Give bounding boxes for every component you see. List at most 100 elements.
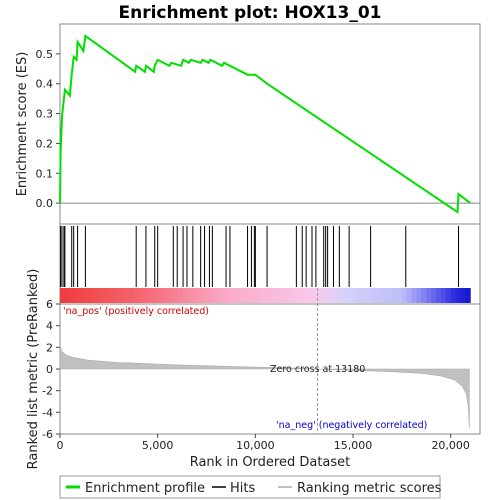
color-bar-segment [329, 288, 334, 303]
zero-cross-label: Zero cross at 13180 [270, 364, 365, 375]
color-bar-segment [353, 288, 358, 303]
color-bar-segment [94, 288, 99, 303]
color-bar-segment [294, 288, 299, 303]
color-bar-segment [421, 288, 426, 303]
color-bar-segment [417, 288, 422, 303]
color-bar-segment [207, 288, 212, 303]
x-axis-label: Rank in Ordered Dataset [190, 455, 351, 470]
x-tick-label: 20,000 [431, 439, 470, 452]
color-bar-segment [465, 288, 470, 303]
color-bar-segment [236, 288, 241, 303]
metric-tick-label: -6 [42, 428, 53, 441]
metric-tick-label: 6 [46, 298, 53, 311]
color-bar-segment [123, 288, 128, 303]
color-bar-segment [309, 288, 314, 303]
color-bar-segment [226, 288, 231, 303]
color-bar-segment [431, 288, 436, 303]
color-bar-segment [192, 288, 197, 303]
color-bar-segment [426, 288, 431, 303]
color-bar-segment [285, 288, 290, 303]
color-bar-segment [319, 288, 324, 303]
metric-tick-label: -2 [42, 385, 53, 398]
color-bar-segment [143, 288, 148, 303]
color-bar-segment [60, 288, 65, 303]
color-bar-segment [275, 288, 280, 303]
color-bar-segment [231, 288, 236, 303]
color-bar-segment [338, 288, 343, 303]
es-tick-label: 0.2 [36, 137, 54, 150]
metric-axis-ticks: 6 4 2 0 -2 -4 -6 [42, 298, 60, 441]
metric-y-axis-label: Ranked list metric (PreRanked) [26, 269, 41, 470]
color-bar-segment [202, 288, 207, 303]
x-tick-label: 0 [57, 439, 64, 452]
color-bar-segment [299, 288, 304, 303]
color-bar-segment [109, 288, 114, 303]
color-bar-segment [216, 288, 221, 303]
color-bar-segment [363, 288, 368, 303]
rank-color-bar [60, 288, 471, 303]
legend-hits-label: Hits [230, 481, 255, 496]
color-bar-segment [382, 288, 387, 303]
color-bar-segment [407, 288, 412, 303]
color-bar-segment [402, 288, 407, 303]
es-panel-frame [60, 24, 480, 224]
color-bar-segment [187, 288, 192, 303]
metric-tick-label: 0 [46, 363, 53, 376]
color-bar-segment [197, 288, 202, 303]
color-bar-segment [456, 288, 461, 303]
pos-label: 'na_pos' (positively correlated) [63, 306, 209, 317]
color-bar-segment [65, 288, 70, 303]
legend: Enrichment profile Hits Ranking metric s… [60, 476, 442, 498]
x-axis-ticks: 0 5,000 10,000 15,000 20,000 [57, 434, 470, 452]
es-tick-label: 0.3 [36, 108, 54, 121]
color-bar-segment [250, 288, 255, 303]
color-bar-segment [70, 288, 75, 303]
color-bar-segment [343, 288, 348, 303]
color-bar-segment [392, 288, 397, 303]
color-bar-segment [75, 288, 80, 303]
color-bar-segment [260, 288, 265, 303]
es-tick-label: 0.1 [36, 167, 54, 180]
color-bar-segment [358, 288, 363, 303]
color-bar-segment [163, 288, 168, 303]
x-tick-label: 5,000 [142, 439, 174, 452]
legend-es-label: Enrichment profile [85, 481, 205, 496]
color-bar-segment [436, 288, 441, 303]
color-bar-segment [128, 288, 133, 303]
color-bar-segment [290, 288, 295, 303]
color-bar-segment [89, 288, 94, 303]
color-bar-segment [241, 288, 246, 303]
color-bar-segment [158, 288, 163, 303]
es-tick-label: 0.5 [36, 48, 54, 61]
color-bar-segment [177, 288, 182, 303]
color-bar-segment [84, 288, 89, 303]
color-bar-segment [451, 288, 456, 303]
color-bar-segment [167, 288, 172, 303]
es-axis-ticks: 0.0 0.1 0.2 0.3 0.4 0.5 [36, 48, 61, 210]
color-bar-segment [446, 288, 451, 303]
neg-label: 'na_neg' (negatively correlated) [276, 420, 427, 431]
x-tick-label: 10,000 [236, 439, 275, 452]
color-bar-segment [133, 288, 138, 303]
color-bar-segment [441, 288, 446, 303]
color-bar-segment [119, 288, 124, 303]
es-y-axis-label: Enrichment score (ES) [15, 52, 30, 197]
color-bar-segment [148, 288, 153, 303]
color-bar-segment [221, 288, 226, 303]
color-bar-segment [368, 288, 373, 303]
color-bar-segment [304, 288, 309, 303]
metric-tick-label: 4 [46, 320, 53, 333]
color-bar-segment [373, 288, 378, 303]
color-bar-segment [348, 288, 353, 303]
color-bar-segment [265, 288, 270, 303]
color-bar-segment [114, 288, 119, 303]
color-bar-segment [333, 288, 338, 303]
color-bar-segment [377, 288, 382, 303]
metric-tick-label: 2 [46, 341, 53, 354]
color-bar-segment [80, 288, 85, 303]
color-bar-segment [182, 288, 187, 303]
x-tick-label: 15,000 [334, 439, 373, 452]
es-tick-label: 0.0 [36, 197, 54, 210]
color-bar-segment [138, 288, 143, 303]
es-tick-label: 0.4 [36, 78, 54, 91]
